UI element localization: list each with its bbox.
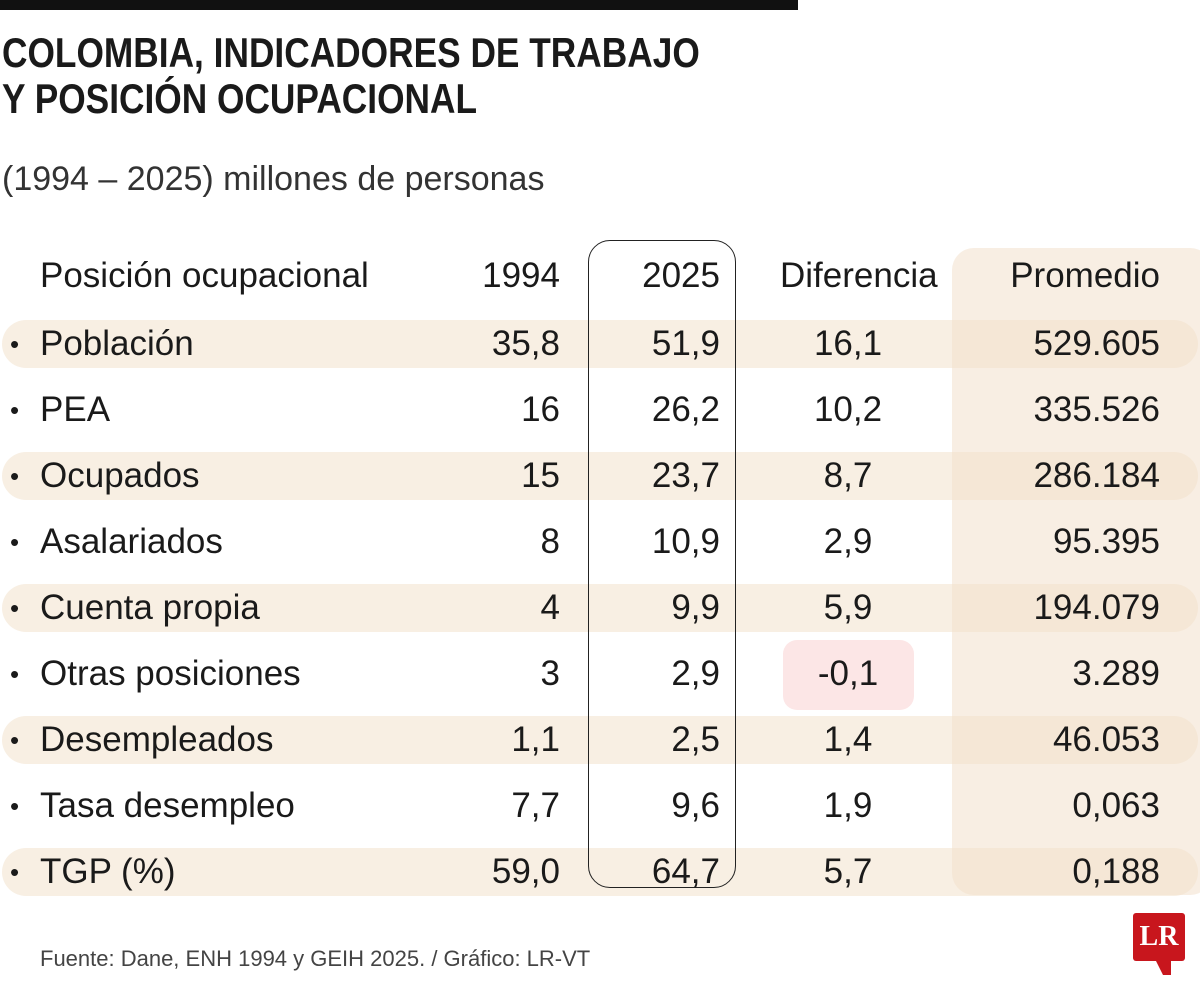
bullet-icon: • — [10, 329, 20, 359]
header-cell: Promedio — [1010, 256, 1160, 295]
table-cell: 26,2 — [651, 390, 720, 429]
table-cell: 3 — [540, 654, 560, 693]
year-2025-column-outline — [588, 240, 736, 888]
table-cell: 8 — [540, 522, 560, 561]
bullet-icon: • — [10, 857, 20, 887]
table-cell: Ocupados — [40, 456, 200, 495]
table-cell: Cuenta propia — [40, 588, 260, 627]
table-row: • Asalariados 8 10,9 2,9 95.395 — [0, 518, 1200, 566]
table-cell: TGP (%) — [40, 852, 176, 891]
page-title: COLOMBIA, INDICADORES DE TRABAJO Y POSIC… — [2, 30, 700, 122]
bullet-icon: • — [10, 659, 20, 689]
table-cell: 286.184 — [1033, 456, 1160, 495]
bullet-icon: • — [10, 725, 20, 755]
row-stripe — [2, 320, 1198, 368]
table-header-row: Posición ocupacional 1994 2025 Diferencia Pr… — [0, 252, 1200, 300]
header-cell: Posición ocupacional — [40, 256, 369, 295]
table-cell: 15 — [521, 456, 560, 495]
title-line-2: Y POSICIÓN OCUPACIONAL — [2, 75, 478, 122]
table-cell: 194.079 — [1033, 588, 1160, 627]
table-row: • Otras posiciones 3 2,9 -0,1 3.289 — [0, 650, 1200, 698]
lr-logo: LR — [1133, 913, 1185, 975]
table-cell: 1,4 — [823, 720, 873, 759]
top-bar — [0, 0, 798, 10]
negative-value-highlight — [783, 640, 914, 710]
table-cell: Asalariados — [40, 522, 223, 561]
bullet-icon: • — [10, 395, 20, 425]
bullet-icon: • — [10, 791, 20, 821]
table-cell: 2,9 — [823, 522, 873, 561]
table-cell: 0,063 — [1072, 786, 1160, 825]
table-cell: 16,1 — [813, 324, 883, 363]
subtitle: (1994 – 2025) millones de personas — [2, 160, 545, 198]
source-note: Fuente: Dane, ENH 1994 y GEIH 2025. / Gr… — [40, 946, 591, 971]
table-row: • Población 35,8 51,9 16,1 529.605 — [0, 320, 1200, 368]
table-cell: 9,6 — [671, 786, 720, 825]
header-cell: 2025 — [642, 256, 720, 295]
table-cell: 1,9 — [823, 786, 873, 825]
table-cell: 3.289 — [1072, 654, 1160, 693]
table-cell: Otras posiciones — [40, 654, 301, 693]
table-row: • Tasa desempleo 7,7 9,6 1,9 0,063 — [0, 782, 1200, 830]
table-cell: 2,5 — [671, 720, 720, 759]
table-row: • Cuenta propia 4 9,9 5,9 194.079 — [0, 584, 1200, 632]
table-cell: 4 — [540, 588, 560, 627]
table-cell: 335.526 — [1033, 390, 1160, 429]
table-cell: 2,9 — [671, 654, 720, 693]
row-stripe — [2, 716, 1198, 764]
header-cell: Diferencia — [780, 256, 938, 295]
table-cell: -0,1 — [817, 654, 879, 693]
table-cell: Desempleados — [40, 720, 274, 759]
table-cell: 529.605 — [1033, 324, 1160, 363]
table-cell: 10,9 — [651, 522, 720, 561]
title-line-1: COLOMBIA, INDICADORES DE TRABAJO — [2, 29, 700, 76]
table-cell: 10,2 — [813, 390, 883, 429]
bullet-icon: • — [10, 461, 20, 491]
table-cell: 16 — [521, 390, 560, 429]
table-cell: 46.053 — [1052, 720, 1160, 759]
table-cell: 59,0 — [491, 852, 560, 891]
table-cell: Tasa desempleo — [40, 786, 295, 825]
table-cell: 35,8 — [491, 324, 560, 363]
table-row: • Ocupados 15 23,7 8,7 286.184 — [0, 452, 1200, 500]
table-cell: 0,188 — [1072, 852, 1160, 891]
table-cell: 1,1 — [511, 720, 560, 759]
table-cell: 64,7 — [651, 852, 720, 891]
table-cell: 9,9 — [671, 588, 720, 627]
table-cell: 5,9 — [823, 588, 873, 627]
table-row: • TGP (%) 59,0 64,7 5,7 0,188 — [0, 848, 1200, 896]
table-cell: 23,7 — [651, 456, 720, 495]
bullet-icon: • — [10, 593, 20, 623]
row-stripe — [2, 452, 1198, 500]
table-cell: 5,7 — [823, 852, 873, 891]
header-cell: 1994 — [482, 256, 560, 295]
table-cell: Población — [40, 324, 194, 363]
table-cell: 8,7 — [823, 456, 873, 495]
table-cell: 95.395 — [1052, 522, 1160, 561]
table-row: • Desempleados 1,1 2,5 1,4 46.053 — [0, 716, 1200, 764]
row-stripe — [2, 584, 1198, 632]
table-cell: 7,7 — [511, 786, 560, 825]
bullet-icon: • — [10, 527, 20, 557]
table-cell: PEA — [40, 390, 111, 429]
table-cell: 51,9 — [651, 324, 720, 363]
table-row: • PEA 16 26,2 10,2 335.526 — [0, 386, 1200, 434]
